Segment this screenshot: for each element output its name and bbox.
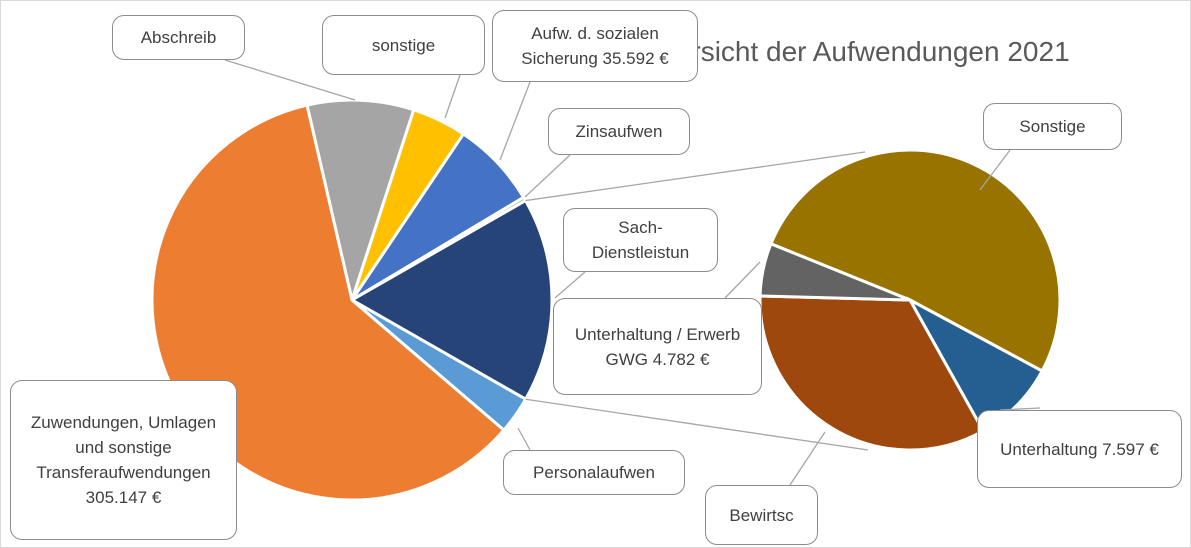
data-label: Personalaufwen: [503, 450, 685, 495]
category-label: Unterhaltung: [1000, 439, 1098, 459]
pie-slice: [768, 148, 1062, 374]
leader-line: [979, 149, 1011, 191]
leader-line: [724, 261, 761, 299]
category-label: Bewirtsc: [729, 505, 794, 525]
label-text: Abschreib: [141, 25, 217, 50]
category-label: Zuwendungen, Umlagen und sonstige Transf…: [30, 413, 217, 482]
label-text: Zuwendungen, Umlagen und sonstige Transf…: [19, 410, 228, 510]
category-label: Abschreib: [140, 28, 217, 47]
value-label: 35.592 €: [602, 49, 669, 68]
leader-line: [524, 154, 571, 198]
connector-line: [525, 151, 866, 202]
label-text: Bewirtsc: [729, 503, 793, 528]
data-label: Abschreib: [112, 15, 245, 60]
leader-line: [224, 59, 356, 101]
label-text: Sach-Dienstleistun: [572, 215, 709, 265]
label-text: Zinsaufwen: [576, 119, 663, 144]
label-text: Unterhaltung / Erwerb GWG 4.782 €: [562, 322, 753, 372]
pie-slice: [305, 98, 416, 306]
chart-title: Übersicht der Aufwendungen 2021: [640, 36, 1070, 67]
leader-line: [554, 271, 586, 299]
pie-slice: [758, 294, 986, 452]
connector-line: [525, 398, 869, 451]
data-label: Zuwendungen, Umlagen und sonstige Transf…: [10, 380, 237, 540]
leader-line: [999, 407, 1041, 411]
data-label: sonstige: [322, 15, 485, 75]
value-label: 4.782 €: [652, 349, 710, 369]
category-label: Personalaufwen: [533, 463, 655, 482]
label-text: Personalaufwen: [533, 460, 655, 485]
category-label: sonstige: [371, 35, 436, 55]
leader-line: [444, 74, 461, 119]
pie-slice: [758, 241, 911, 302]
label-text: sonstige: [372, 33, 435, 58]
data-label: Unterhaltung 7.597 €: [977, 410, 1182, 488]
category-label: Aufw. d. sozialen Sicherung: [521, 24, 659, 68]
leader-line: [499, 81, 531, 161]
data-label: Aufw. d. sozialen Sicherung 35.592 €: [492, 10, 698, 82]
leader-line: [789, 431, 826, 486]
leader-line: [517, 427, 531, 451]
category-label: Zinsaufwen: [575, 122, 663, 141]
label-text: Sonstige: [1019, 114, 1085, 139]
category-label: Sonstige: [1019, 117, 1086, 136]
category-label: Unterhaltung / Erwerb GWG: [574, 324, 741, 369]
data-label: Unterhaltung / Erwerb GWG 4.782 €: [553, 298, 762, 395]
label-text: Unterhaltung 7.597 €: [1000, 437, 1159, 462]
category-label: Sach-Dienstleistun: [591, 218, 690, 262]
value-label: 7.597 €: [1102, 439, 1159, 459]
label-text: Aufw. d. sozialen Sicherung 35.592 €: [501, 21, 689, 71]
value-label: 305.147 €: [85, 488, 162, 507]
pie-slice: [348, 198, 554, 402]
data-label: Sach-Dienstleistun: [563, 208, 718, 272]
data-label: Sonstige: [983, 103, 1122, 150]
data-label: Bewirtsc: [705, 485, 818, 545]
data-label: Zinsaufwen: [548, 108, 690, 155]
